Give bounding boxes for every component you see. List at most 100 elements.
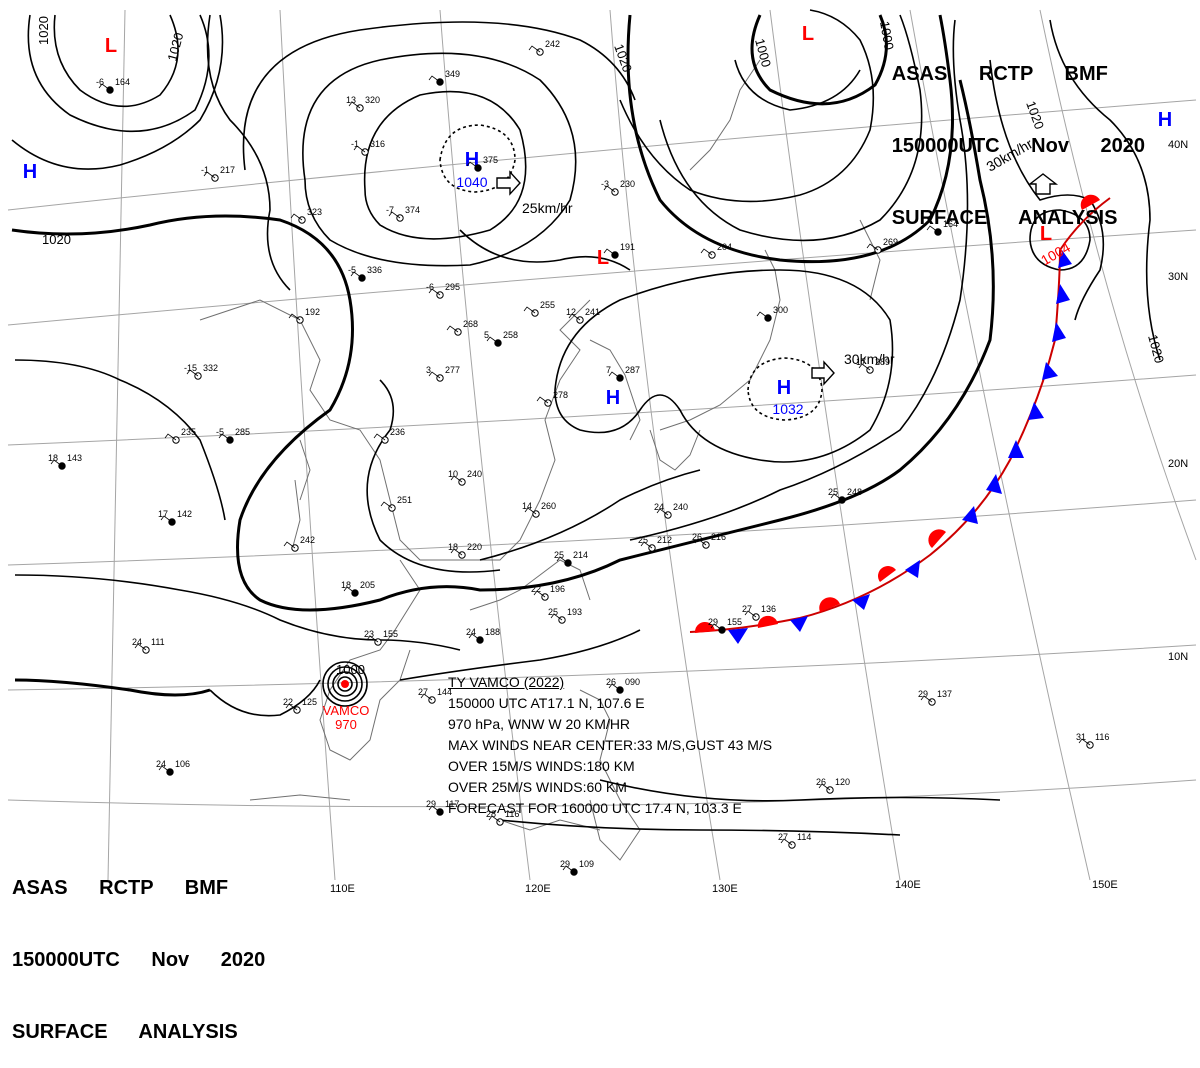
svg-text:40N: 40N bbox=[1168, 139, 1188, 151]
svg-text:130E: 130E bbox=[712, 883, 738, 895]
header-line-3: SURFACE ANALYSIS bbox=[891, 207, 1118, 229]
station-temperature: -15 bbox=[184, 363, 197, 373]
station-plot: -5 285 bbox=[216, 427, 250, 444]
typhoon-vamco: VAMCO 970 bbox=[322, 661, 369, 732]
station-pressure: 205 bbox=[360, 580, 375, 590]
station-plot: 24 188 bbox=[466, 627, 500, 644]
station-pressure: 248 bbox=[847, 487, 862, 497]
high-motion-label: 25km/hr bbox=[522, 200, 573, 216]
isobar-label: 1000 bbox=[877, 20, 897, 51]
station-plot: 242 bbox=[283, 535, 315, 552]
station-plot: 5 258 bbox=[484, 330, 518, 347]
station-pressure: 277 bbox=[445, 365, 460, 375]
wind-barb bbox=[488, 815, 501, 823]
wind-barb bbox=[160, 515, 173, 523]
station-pressure: 196 bbox=[550, 584, 565, 594]
chart-header-top: ASAS RCTP BMF 150000UTC Nov 2020 SURFACE… bbox=[892, 14, 1145, 254]
bulletin-line-3: 970 hPa, WNW W 20 KM/HR bbox=[448, 716, 631, 732]
wind-barb bbox=[486, 336, 499, 344]
station-plot: 242 bbox=[528, 39, 560, 56]
station-plot: 25 193 bbox=[548, 607, 582, 624]
station-plot: 23 155 bbox=[364, 629, 398, 646]
station-plot: 26 090 bbox=[606, 677, 640, 694]
high-motion-label: 30km/hr bbox=[844, 351, 895, 367]
station-pressure: 164 bbox=[943, 219, 958, 229]
wind-barb bbox=[373, 433, 386, 441]
wind-barb bbox=[283, 541, 296, 549]
station-pressure: 230 bbox=[620, 179, 635, 189]
station-pressure: 336 bbox=[367, 265, 382, 275]
bulletin-line-5: OVER 15M/S WINDS:180 KM bbox=[448, 758, 635, 774]
wind-barb bbox=[550, 613, 563, 621]
station-pressure: 320 bbox=[365, 95, 380, 105]
wind-barb bbox=[562, 865, 575, 873]
station-pressure: 323 bbox=[307, 207, 322, 217]
station-plot: 251 bbox=[380, 495, 412, 512]
wind-barb bbox=[536, 396, 549, 404]
wind-barb bbox=[603, 185, 616, 193]
station-pressure: 192 bbox=[305, 307, 320, 317]
wind-barb bbox=[353, 145, 366, 153]
header-line-1: ASAS RCTP BMF bbox=[891, 63, 1108, 85]
wind-barb bbox=[710, 623, 723, 631]
station-temperature: -1 bbox=[351, 139, 359, 149]
station-temperature: 22 bbox=[531, 584, 541, 594]
station-plot: 17 289 bbox=[856, 357, 890, 374]
wind-barb bbox=[1078, 738, 1091, 746]
bulletin-line-6: OVER 25M/S WINDS:60 KM bbox=[448, 779, 627, 795]
graticule bbox=[7, 9, 1197, 881]
major-isobars bbox=[11, 14, 995, 697]
low-symbol: L bbox=[1040, 223, 1052, 245]
station-pressure: 285 bbox=[235, 427, 250, 437]
station-plot: 27 136 bbox=[742, 604, 776, 621]
station-pressure: 349 bbox=[445, 69, 460, 79]
wind-barb bbox=[428, 288, 441, 296]
station-plot: 24 106 bbox=[156, 759, 190, 776]
station-temperature: 31 bbox=[1076, 732, 1086, 742]
station-temperature: -5 bbox=[348, 265, 356, 275]
station-plot: 268 bbox=[446, 319, 478, 336]
station-temperature: 26 bbox=[816, 777, 826, 787]
station-plot: 22 196 bbox=[531, 584, 565, 601]
station-pressure: 144 bbox=[437, 687, 452, 697]
wind-barb bbox=[420, 693, 433, 701]
wind-barb bbox=[830, 493, 843, 501]
station-plot: 29 155 bbox=[708, 617, 742, 634]
wind-barb bbox=[446, 325, 459, 333]
station-temperature: 17 bbox=[158, 509, 168, 519]
station-temperature: 24 bbox=[132, 637, 142, 647]
station-plot: -1 316 bbox=[351, 139, 385, 156]
station-pressure: 242 bbox=[545, 39, 560, 49]
station-pressure: 375 bbox=[483, 155, 498, 165]
bulletin-line-7: FORECAST FOR 160000 UTC 17.4 N, 103.3 E bbox=[448, 800, 742, 816]
typhoon-pressure: 970 bbox=[335, 717, 357, 732]
svg-text:140E: 140E bbox=[895, 879, 921, 891]
station-pressure: 300 bbox=[773, 305, 788, 315]
wind-barb bbox=[350, 271, 363, 279]
wind-barb bbox=[656, 508, 669, 516]
wind-barb bbox=[568, 313, 581, 321]
station-plot: 17 142 bbox=[158, 509, 192, 526]
wind-barb bbox=[920, 695, 933, 703]
wind-barb bbox=[218, 433, 231, 441]
station-plot: 191 bbox=[603, 242, 635, 259]
isobar-label: 1020 bbox=[1145, 333, 1167, 365]
station-pressure: 316 bbox=[370, 139, 385, 149]
header-line-1: ASAS RCTP BMF bbox=[12, 877, 229, 899]
station-pressure: 114 bbox=[797, 832, 811, 842]
wind-barb bbox=[186, 369, 199, 377]
wind-barb bbox=[524, 507, 537, 515]
station-temperature: -1 bbox=[201, 165, 209, 175]
station-plot: 29 137 bbox=[918, 689, 952, 706]
station-temperature: 25 bbox=[548, 607, 558, 617]
wind-barb bbox=[428, 805, 441, 813]
high-symbol: H bbox=[777, 377, 791, 399]
svg-text:110E: 110E bbox=[330, 883, 355, 895]
station-plot: 25 214 bbox=[554, 550, 588, 567]
station-pressure: 090 bbox=[625, 677, 640, 687]
station-plot: 13 320 bbox=[346, 95, 380, 112]
station-pressure: 125 bbox=[302, 697, 317, 707]
station-plot: 10 240 bbox=[448, 469, 482, 486]
station-pressure: 260 bbox=[541, 501, 556, 511]
wind-barb bbox=[98, 83, 111, 91]
